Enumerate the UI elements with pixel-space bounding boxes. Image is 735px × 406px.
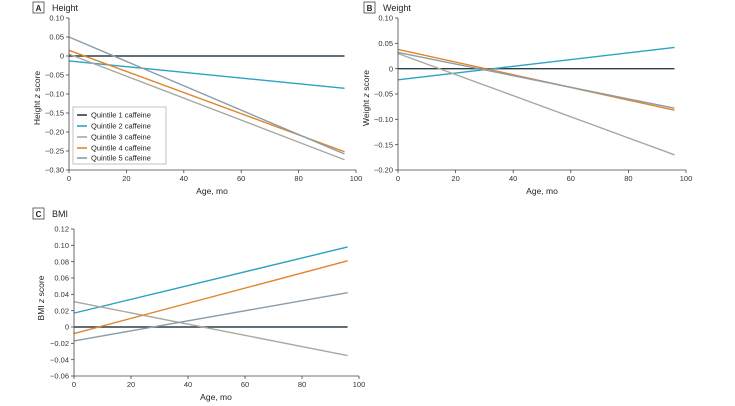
y-tick-label: 0.08 [54, 257, 69, 266]
panel-b-title: Weight [383, 3, 411, 13]
y-tick-label: −0.15 [374, 140, 393, 149]
panel-a-ylabel: Height z score [32, 71, 42, 126]
panel-c-ylabel: BMI z score [36, 275, 46, 320]
y-tick-label: 0 [389, 64, 393, 73]
y-tick-label: 0.10 [378, 14, 393, 23]
x-tick-label: 100 [680, 174, 693, 183]
panel-c-letter-box [32, 207, 45, 220]
x-tick-label: 60 [567, 174, 575, 183]
panel-b-series [397, 46, 675, 156]
y-tick-label: 0.12 [54, 225, 69, 234]
panel-c-series-q3 [73, 300, 348, 357]
panel-b-xlabel: Age, mo [526, 186, 558, 196]
panel-bmi: C BMI 0 20 40 60 80 100 0.12 0.10 0.08 0.06 0.04 0.… [32, 207, 365, 402]
y-tick-label: 0 [60, 52, 64, 61]
legend-label: Quintile 5 caffeine [91, 154, 151, 163]
panel-a-series [68, 36, 345, 161]
x-tick-label: 20 [451, 174, 459, 183]
panel-a-title: Height [52, 3, 79, 13]
x-tick-label: 40 [180, 174, 188, 183]
panel-a-series-q3 [68, 53, 345, 161]
y-tick-label: 0.10 [49, 14, 64, 23]
panel-c-axes: 0 20 40 60 80 1000.120.100.080.060.040.020−0.… [50, 225, 365, 389]
y-tick-label: −0.10 [374, 115, 393, 124]
y-tick-label: 0.05 [49, 33, 64, 42]
panel-b-series-q5 [397, 51, 675, 109]
x-tick-label: 0 [67, 174, 71, 183]
panel-b-axes: 0 20 40 60 80 100 0.10 0.05 0 −0.05 −0.10 −0.15 −0.2… [374, 14, 692, 183]
y-tick-label: −0.04 [50, 355, 69, 364]
panel-c-letter: C [36, 210, 42, 219]
x-tick-label: 60 [237, 174, 245, 183]
x-tick-label: 100 [353, 380, 366, 389]
panel-a-letter-box [32, 1, 45, 14]
legend-item: Quintile 5 caffeine [77, 154, 151, 163]
panel-c-series-q4 [73, 260, 348, 335]
y-tick-label: 0.05 [378, 39, 393, 48]
x-tick-label: 0 [72, 380, 76, 389]
y-tick-label: 0.10 [54, 241, 69, 250]
legend-box [72, 106, 167, 165]
panel-c-title: BMI [52, 209, 68, 219]
panel-weight: B Weight 0 20 40 60 80 100 0.10 0.05 0 −0.05 −0.10… [361, 1, 692, 196]
x-tick-label: 80 [298, 380, 306, 389]
panel-height: A Height 0 20 40 60 80 100 0.10 0.05 0 −0.05 −0.10… [32, 1, 362, 196]
legend-label: Quintile 4 caffeine [91, 144, 151, 153]
legend-item: Quintile 4 caffeine [77, 144, 151, 153]
x-tick-label: 20 [122, 174, 130, 183]
panel-b-ylabel: Weight z score [361, 70, 371, 126]
y-tick-label: −0.05 [374, 90, 393, 99]
legend: Quintile 1 caffeine Quintile 2 caffeine … [72, 106, 167, 165]
panel-b-letter-box [363, 1, 376, 14]
y-tick-label: −0.25 [45, 147, 64, 156]
y-tick-label: −0.20 [374, 166, 393, 175]
legend-item: Quintile 1 caffeine [77, 111, 151, 120]
x-tick-label: 0 [396, 174, 400, 183]
legend-label: Quintile 1 caffeine [91, 111, 151, 120]
x-tick-label: 80 [624, 174, 632, 183]
y-tick-label: 0.06 [54, 274, 69, 283]
panel-c-series-q2 [73, 246, 348, 314]
panel-a-xlabel: Age, mo [196, 186, 228, 196]
panel-b-series-q2 [397, 46, 675, 81]
panel-a-letter: A [36, 4, 42, 13]
panel-c-series [73, 246, 348, 357]
legend-label: Quintile 2 caffeine [91, 122, 151, 131]
legend-item: Quintile 3 caffeine [77, 133, 151, 142]
y-tick-label: −0.06 [50, 372, 69, 381]
x-tick-label: 20 [127, 380, 135, 389]
panel-c-xlabel: Age, mo [200, 392, 232, 402]
y-tick-label: 0.02 [54, 306, 69, 315]
legend-item: Quintile 2 caffeine [77, 122, 151, 131]
x-tick-label: 80 [294, 174, 302, 183]
y-tick-label: 0.04 [54, 290, 69, 299]
y-tick-label: −0.10 [45, 90, 64, 99]
panel-b-letter: B [367, 4, 373, 13]
y-tick-label: 0 [65, 323, 69, 332]
panel-b-series-q3 [397, 52, 675, 156]
legend-label: Quintile 3 caffeine [91, 133, 151, 142]
x-tick-label: 100 [350, 174, 363, 183]
y-tick-label: −0.05 [45, 71, 64, 80]
panel-a-series-q5 [68, 36, 345, 155]
x-tick-label: 40 [184, 380, 192, 389]
y-tick-label: −0.15 [45, 109, 64, 118]
panel-a-series-q2 [68, 60, 345, 89]
y-tick-label: −0.02 [50, 339, 69, 348]
panel-c-series-q5 [73, 292, 348, 342]
y-tick-label: −0.20 [45, 128, 64, 137]
panel-a-axes: 0 20 40 60 80 100 0.10 0.05 0 −0.05 −0.10 −0.15 −0.2… [45, 14, 362, 183]
x-tick-label: 40 [509, 174, 517, 183]
x-tick-label: 60 [241, 380, 249, 389]
y-tick-label: −0.30 [45, 166, 64, 175]
